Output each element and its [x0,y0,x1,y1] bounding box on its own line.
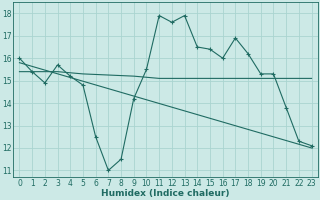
X-axis label: Humidex (Indice chaleur): Humidex (Indice chaleur) [101,189,230,198]
